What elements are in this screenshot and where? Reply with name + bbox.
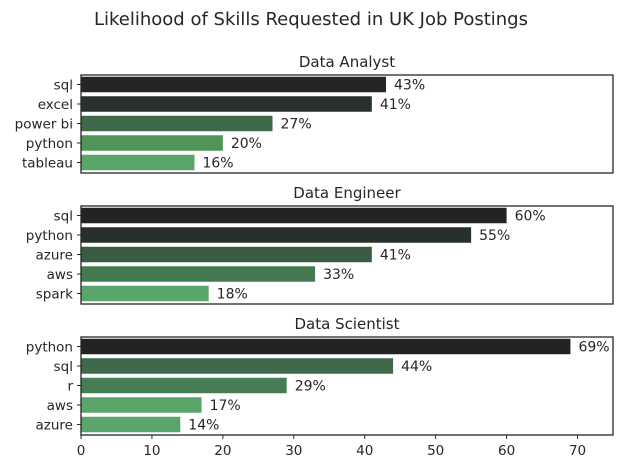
bar-tableau — [81, 154, 195, 171]
category-label: r — [67, 379, 73, 395]
bar-python — [81, 338, 571, 355]
x-tick-label: 20 — [214, 443, 231, 459]
bar-excel — [81, 96, 372, 112]
x-tick-label: 60 — [498, 443, 515, 459]
category-label: sql — [54, 359, 73, 375]
value-label: 69% — [578, 340, 609, 356]
value-label: 44% — [401, 359, 432, 375]
category-label: excel — [38, 97, 73, 113]
value-label: 60% — [515, 209, 546, 225]
value-label: 14% — [188, 418, 219, 434]
category-label: spark — [36, 287, 73, 303]
bar-python — [81, 227, 472, 243]
x-tick-label: 50 — [427, 443, 444, 459]
category-label: sql — [54, 78, 73, 94]
axes-frame — [80, 205, 614, 305]
panel-title: Data Scientist — [295, 315, 400, 333]
category-label: python — [26, 228, 73, 244]
x-tick-label: 10 — [143, 443, 160, 459]
bar-power-bi — [81, 115, 273, 132]
category-label: azure — [36, 248, 73, 264]
category-label: python — [26, 340, 73, 356]
x-tick-label: 70 — [569, 443, 586, 459]
bar-azure — [81, 246, 372, 263]
axes-frame — [80, 74, 614, 174]
value-label: 41% — [380, 248, 411, 264]
category-label: sql — [54, 209, 73, 225]
panel-title: Data Engineer — [293, 184, 401, 202]
category-label: tableau — [22, 156, 73, 172]
bar-r — [81, 377, 287, 394]
bar-sql — [81, 76, 387, 93]
panel-data-engineer: Data Engineer sql 60% python 55% azure 41% aws 3… — [26, 184, 614, 305]
value-label: 33% — [323, 267, 354, 283]
x-tick-label: 30 — [285, 443, 302, 459]
panel-title: Data Analyst — [299, 53, 395, 71]
value-label: 16% — [202, 156, 233, 172]
value-label: 20% — [231, 136, 262, 152]
value-label: 29% — [295, 379, 326, 395]
bar-spark — [81, 285, 209, 302]
category-label: python — [26, 136, 73, 152]
axes-frame — [80, 336, 614, 436]
panel-data-analyst: Data Analyst sql 43% excel 41% power bi 27% pyt… — [15, 53, 614, 174]
x-tick-label: 40 — [356, 443, 373, 459]
figure-title: Likelihood of Skills Requested in UK Job… — [94, 9, 528, 30]
value-label: 55% — [479, 228, 510, 244]
value-label: 18% — [217, 287, 248, 303]
bar-sql — [81, 358, 394, 374]
category-label: azure — [36, 418, 73, 434]
value-label: 41% — [380, 97, 411, 113]
bar-python — [81, 135, 223, 151]
bar-azure — [81, 416, 181, 433]
value-label: 17% — [210, 398, 241, 414]
value-label: 27% — [281, 117, 312, 133]
bar-sql — [81, 207, 507, 224]
category-label: aws — [47, 398, 73, 414]
x-tick-label: 0 — [77, 443, 86, 459]
bar-aws — [81, 397, 202, 413]
category-label: power bi — [15, 117, 73, 133]
category-label: aws — [47, 267, 73, 283]
panel-data-scientist: Data Scientist python 69% sql 44% r 29% aws 17% a… — [26, 315, 614, 459]
value-label: 43% — [394, 78, 425, 94]
bar-aws — [81, 266, 316, 282]
